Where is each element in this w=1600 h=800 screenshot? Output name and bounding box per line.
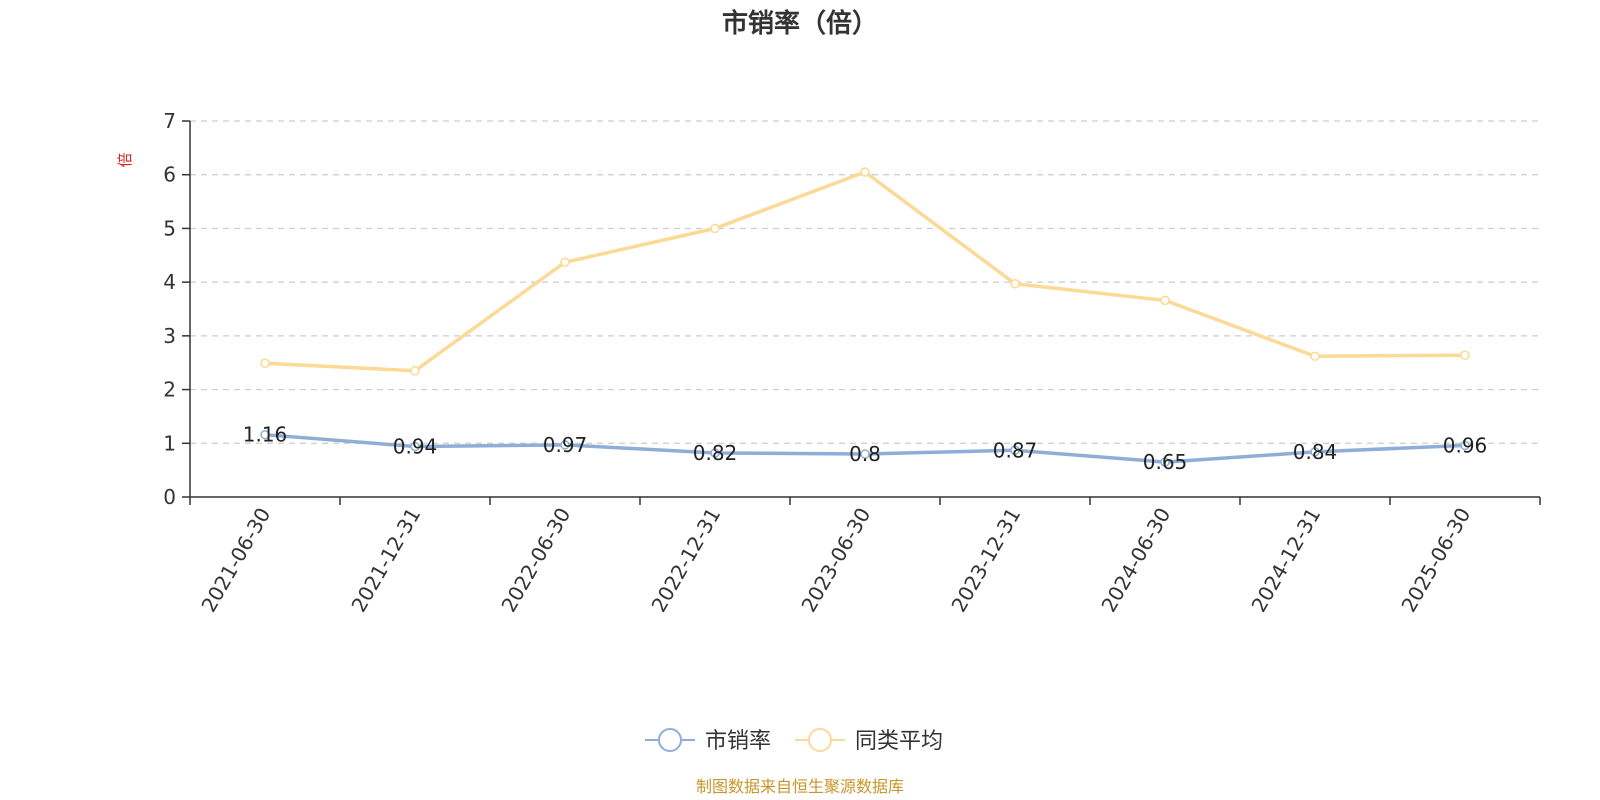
data-point — [410, 366, 420, 376]
data-point — [560, 440, 570, 450]
data-point — [1310, 351, 1320, 362]
x-tick-label: 2025-06-30 — [1396, 504, 1475, 617]
data-label: 0.84 — [1293, 440, 1338, 464]
y-tick-label: 6 — [163, 163, 176, 187]
y-tick-label: 7 — [163, 109, 176, 133]
x-tick-label: 2023-06-30 — [796, 504, 875, 617]
data-point — [1310, 447, 1320, 457]
y-tick-label: 0 — [163, 485, 176, 509]
y-tick-label: 5 — [163, 216, 176, 240]
legend-label: 同类平均 — [855, 729, 943, 754]
series-layer — [260, 167, 1470, 467]
data-point — [260, 358, 270, 369]
data-point — [1460, 350, 1470, 360]
chart-title: 市销率（倍） — [722, 8, 878, 39]
data-label: 0.94 — [393, 435, 438, 459]
data-point — [1010, 279, 1020, 289]
data-label: 0.82 — [693, 441, 738, 465]
data-point — [1160, 457, 1170, 467]
data-point — [1460, 440, 1470, 451]
y-axis-unit: 倍 — [116, 152, 134, 167]
x-tick-label: 2023-12-31 — [946, 504, 1025, 617]
source-note: 制图数据来自恒生聚源数据库 — [696, 777, 904, 796]
legend-label: 市销率 — [705, 729, 771, 754]
data-point — [860, 167, 870, 177]
data-point — [410, 441, 420, 452]
data-point — [1160, 295, 1170, 306]
data-point — [260, 429, 270, 440]
y-tick-label: 2 — [163, 378, 176, 402]
y-tick-label: 3 — [163, 324, 176, 348]
data-label: 0.65 — [1143, 450, 1188, 474]
legend-item[interactable]: 市销率 — [645, 728, 771, 754]
data-labels: 1.16 0.94 0.97 0.82 0.8 0.87 0.65 0.84 0.96 — [243, 423, 1488, 474]
data-label: 0.8 — [849, 442, 881, 466]
data-point — [860, 449, 870, 459]
legend[interactable]: 市销率 同类平均 — [645, 728, 943, 754]
x-tick-label: 2024-06-30 — [1096, 504, 1175, 617]
x-tick-label: 2022-06-30 — [496, 504, 575, 617]
data-label: 0.96 — [1443, 433, 1488, 457]
data-point — [710, 448, 720, 458]
y-tick-label: 1 — [163, 431, 176, 455]
x-tick-label: 2021-12-31 — [346, 504, 425, 617]
x-tick-label: 2022-12-31 — [646, 504, 725, 617]
series-line — [264, 170, 1466, 373]
data-label: 0.97 — [543, 433, 588, 457]
legend-item[interactable]: 同类平均 — [795, 728, 943, 754]
x-tick-label: 2024-12-31 — [1246, 504, 1325, 617]
legend-marker — [658, 728, 682, 752]
data-point — [710, 223, 720, 234]
x-tick-label: 2021-06-30 — [196, 504, 275, 617]
axes: 0 1 2 3 4 5 6 7 2021-06-30 2021-12-31 2022-06-30 20… — [163, 109, 1541, 617]
data-label: 0.87 — [993, 438, 1038, 462]
y-tick-label: 4 — [163, 270, 176, 294]
data-point — [1010, 445, 1020, 456]
legend-marker — [808, 728, 832, 752]
data-point — [560, 257, 570, 268]
data-label: 1.16 — [243, 423, 288, 447]
